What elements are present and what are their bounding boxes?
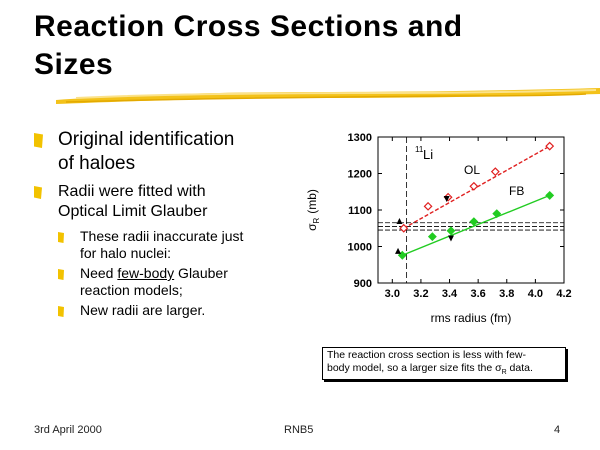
point-fb <box>545 190 555 200</box>
title-underline-brush <box>56 88 600 104</box>
point-ol <box>545 141 555 151</box>
point-fb <box>397 250 407 260</box>
point-fb <box>469 217 479 227</box>
bullet-marker-icon <box>58 269 64 280</box>
title-line-2: Sizes <box>34 48 114 81</box>
caption-line: body model, so a larger size fits the σR… <box>327 362 533 377</box>
point-fb <box>427 232 437 242</box>
series-line-fb <box>402 194 550 256</box>
plot-area <box>377 136 565 284</box>
point-triangle <box>447 235 454 242</box>
x-tick-label: 3.0 <box>385 288 400 300</box>
x-tick-label: 3.6 <box>471 288 486 300</box>
series-line-ol <box>403 145 551 229</box>
series-label-ol: OL <box>464 163 480 177</box>
x-tick-label: 4.0 <box>528 288 543 300</box>
point-triangle <box>443 196 450 203</box>
bullet-marker-icon <box>58 232 64 243</box>
slide-title: Reaction Cross Sections and Sizes <box>34 8 594 84</box>
bullet-item: Original identification of haloes <box>34 128 304 176</box>
sub-bullet-text: for halo nuclei: <box>80 245 172 261</box>
annotation-mass-number: 11 <box>415 145 424 154</box>
bullet-item: Radii were fitted with Optical Limit Gla… <box>34 182 304 222</box>
point-fb <box>492 209 502 219</box>
bullet-text: of haloes <box>58 153 136 174</box>
y-axis-label: σR (mb) <box>305 189 321 231</box>
point-ol <box>469 181 479 191</box>
title-line-1: Reaction Cross Sections and <box>34 10 463 43</box>
axis-ticks: 3.0 3.2 3.4 3.6 3.8 4.0 4.2 900 1000 1100 1200 1300 <box>348 132 572 300</box>
point-ol <box>423 201 433 211</box>
sub-bullet-text: reaction models; <box>80 282 183 298</box>
caption-sigma-subscript: R <box>501 369 507 377</box>
bullet-list: Original identification of haloes Radii … <box>34 128 304 322</box>
sub-bullet-list: These radii inaccurate just for halo nuc… <box>58 228 304 319</box>
series-label-fb: FB <box>509 184 524 198</box>
y-axis-label-unit: (mb) <box>305 189 319 214</box>
point-triangle <box>395 247 402 254</box>
x-tick-label: 4.2 <box>556 288 571 300</box>
annotation-nucleus: Li <box>423 147 433 162</box>
fit-lines <box>402 145 551 256</box>
y-tick-label: 1100 <box>348 205 372 217</box>
bullet-text: Optical Limit Glauber <box>58 203 208 220</box>
x-axis-label: rms radius (fm) <box>431 311 512 325</box>
underlined-term: few-body <box>117 265 175 281</box>
y-axis-label-symbol: σ <box>305 223 319 231</box>
x-tick-label: 3.4 <box>442 288 458 300</box>
x-tick-label: 3.8 <box>499 288 514 300</box>
point-fb <box>446 226 456 236</box>
caption-sigma: σ <box>495 362 502 374</box>
point-ol <box>399 223 409 233</box>
point-triangle <box>396 217 403 224</box>
svg-text:σR(mb): σR (mb) <box>305 189 321 231</box>
footer-date: 3rd April 2000 <box>34 424 102 436</box>
bullet-marker-icon <box>34 133 43 148</box>
y-axis-label-subscript: R <box>312 218 321 224</box>
bullet-text: Original identification <box>58 129 235 150</box>
y-tick-label: 1300 <box>348 132 372 144</box>
sub-bullet-item: New radii are larger. <box>58 302 304 319</box>
y-tick-label: 1200 <box>348 169 372 181</box>
caption-box: The reaction cross section is less with … <box>322 347 566 380</box>
sub-bullet-item: These radii inaccurate just for halo nuc… <box>58 228 304 262</box>
data-points <box>395 141 555 260</box>
y-tick-label: 900 <box>354 278 372 290</box>
sub-bullet-text: Need few-body Glauber <box>80 265 228 281</box>
sub-bullet-text: New radii are larger. <box>80 302 206 318</box>
point-ol <box>490 167 500 177</box>
sub-bullet-text: These radii inaccurate just <box>80 228 244 244</box>
bullet-marker-icon <box>58 306 64 317</box>
bullet-marker-icon <box>34 186 42 199</box>
y-tick-label: 1000 <box>348 242 372 254</box>
cross-section-chart: 3.0 3.2 3.4 3.6 3.8 4.0 4.2 900 1000 1100 1200 1300… <box>305 132 572 325</box>
footer-event: RNB5 <box>284 424 314 436</box>
footer-page-number: 4 <box>554 424 561 436</box>
bullet-text: Radii were fitted with <box>58 183 206 200</box>
sub-bullet-item: Need few-body Glauber reaction models; <box>58 265 304 299</box>
x-tick-label: 3.2 <box>413 288 428 300</box>
caption-line: The reaction cross section is less with … <box>327 349 526 361</box>
